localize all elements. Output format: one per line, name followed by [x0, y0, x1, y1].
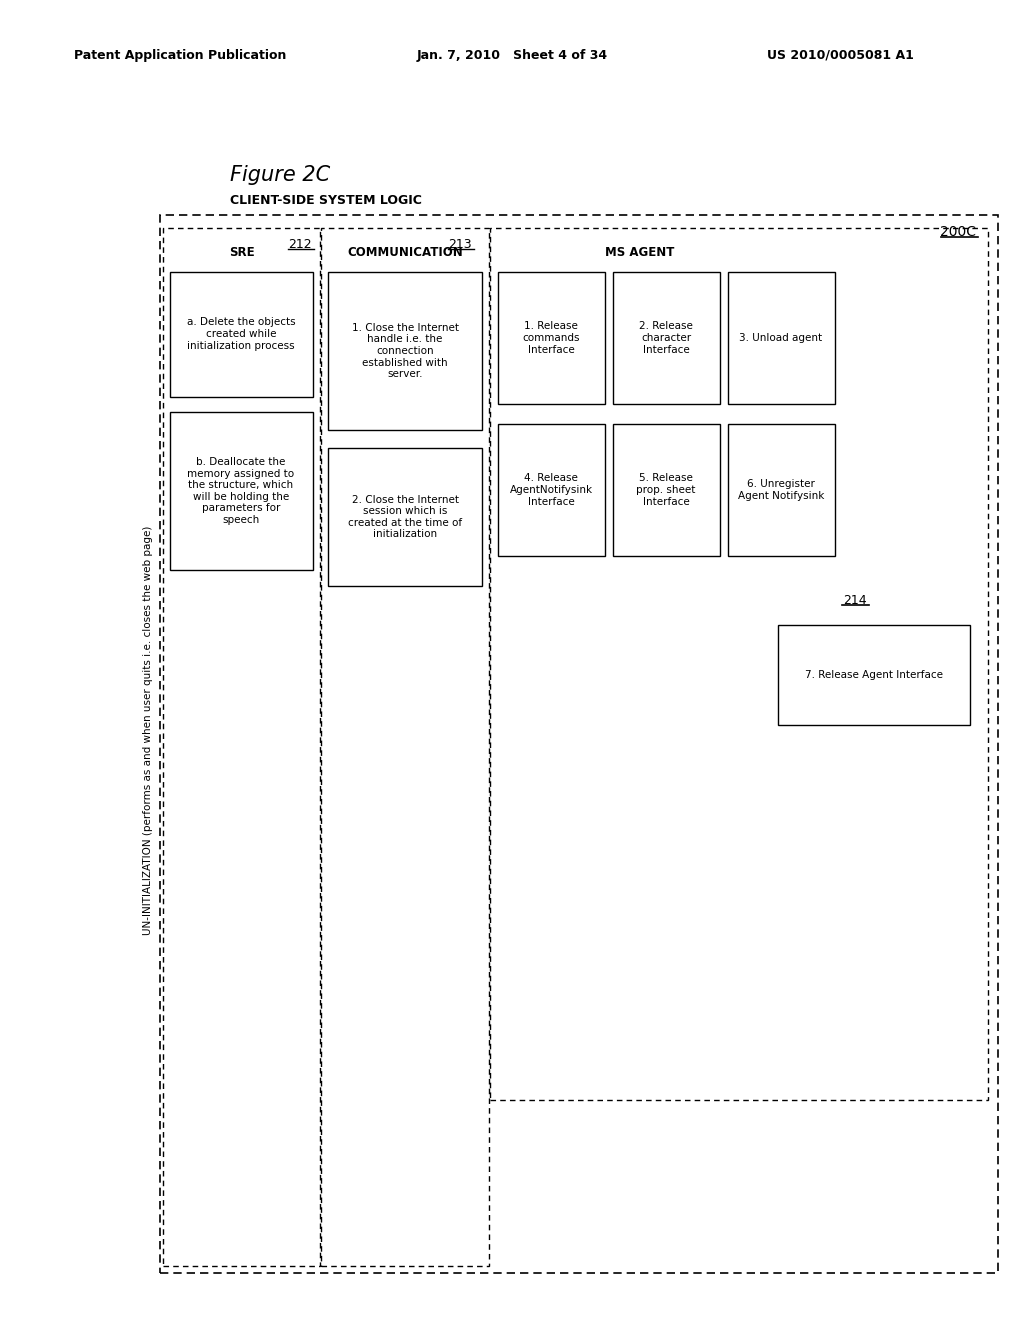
Text: 6. Unregister
Agent Notifysink: 6. Unregister Agent Notifysink	[738, 479, 824, 500]
Bar	[613, 272, 720, 404]
Bar	[613, 424, 720, 556]
Text: 5. Release
prop. sheet
Interface: 5. Release prop. sheet Interface	[636, 474, 695, 507]
Text: b. Deallocate the
memory assigned to
the structure, which
will be holding the
pa: b. Deallocate the memory assigned to the…	[187, 457, 295, 525]
Text: Figure 2C: Figure 2C	[230, 165, 331, 185]
Text: 3. Unload agent: 3. Unload agent	[739, 333, 822, 343]
Bar	[170, 412, 313, 570]
Bar	[160, 215, 998, 1272]
Bar	[728, 272, 835, 404]
Bar	[498, 424, 605, 556]
Text: MS AGENT: MS AGENT	[605, 246, 675, 259]
Text: a. Delete the objects
created while
initialization process: a. Delete the objects created while init…	[186, 317, 295, 351]
Text: 1. Release
commands
Interface: 1. Release commands Interface	[522, 321, 580, 355]
Text: CLIENT-SIDE SYSTEM LOGIC: CLIENT-SIDE SYSTEM LOGIC	[230, 194, 422, 206]
Text: 2. Close the Internet
session which is
created at the time of
initialization: 2. Close the Internet session which is c…	[348, 495, 462, 540]
Bar	[328, 272, 482, 430]
Text: 212: 212	[288, 238, 312, 251]
Text: COMMUNICATION: COMMUNICATION	[347, 246, 463, 259]
Text: 2. Release
character
Interface: 2. Release character Interface	[639, 321, 693, 355]
Text: Jan. 7, 2010   Sheet 4 of 34: Jan. 7, 2010 Sheet 4 of 34	[417, 49, 607, 62]
Bar	[170, 272, 313, 397]
Text: 1. Close the Internet
handle i.e. the
connection
established with
server.: 1. Close the Internet handle i.e. the co…	[351, 323, 459, 379]
Bar	[728, 424, 835, 556]
Bar	[163, 228, 319, 1266]
Text: 213: 213	[449, 238, 472, 251]
Text: UN-INITIALIZATION (performs as and when user quits i.e. closes the web page): UN-INITIALIZATION (performs as and when …	[143, 525, 153, 935]
Bar	[778, 624, 970, 725]
Bar	[490, 228, 988, 1100]
Text: Patent Application Publication: Patent Application Publication	[74, 49, 286, 62]
Text: 4. Release
AgentNotifysink
Interface: 4. Release AgentNotifysink Interface	[509, 474, 593, 507]
Text: 7. Release Agent Interface: 7. Release Agent Interface	[805, 671, 943, 680]
Text: 200C: 200C	[940, 224, 976, 239]
Text: 214: 214	[843, 594, 866, 606]
Bar	[321, 228, 489, 1266]
Bar	[498, 272, 605, 404]
Text: US 2010/0005081 A1: US 2010/0005081 A1	[767, 49, 913, 62]
Bar	[328, 447, 482, 586]
Text: SRE: SRE	[229, 246, 255, 259]
